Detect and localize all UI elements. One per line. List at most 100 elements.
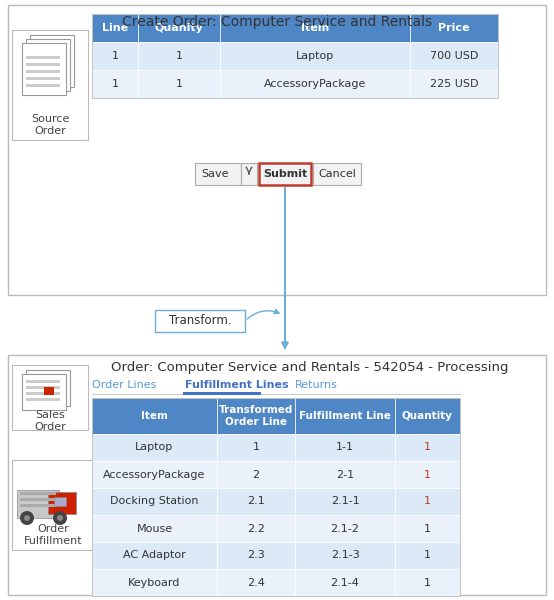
Text: 2.1-2: 2.1-2 — [331, 523, 360, 533]
Bar — [92, 434, 217, 461]
Bar — [26, 84, 60, 87]
Bar — [395, 542, 460, 569]
Text: Transformed
Order Line: Transformed Order Line — [219, 405, 293, 427]
Text: Keyboard: Keyboard — [129, 577, 181, 587]
Text: 2.1-3: 2.1-3 — [331, 551, 360, 560]
Text: 1-1: 1-1 — [336, 443, 354, 452]
Text: Order Lines: Order Lines — [92, 380, 156, 390]
Bar — [30, 376, 64, 379]
Bar — [92, 542, 217, 569]
Text: 1: 1 — [424, 443, 431, 452]
Text: Order
Fulfillment: Order Fulfillment — [24, 524, 83, 546]
Bar — [217, 542, 295, 569]
Bar — [26, 392, 60, 395]
Bar — [48, 492, 76, 514]
Bar — [17, 490, 59, 518]
Bar — [217, 488, 295, 515]
Bar — [34, 48, 68, 51]
Bar — [30, 52, 64, 55]
Text: Laptop: Laptop — [135, 443, 173, 452]
Bar — [92, 488, 217, 515]
Bar — [295, 515, 395, 542]
Text: 1: 1 — [176, 79, 182, 89]
Bar — [22, 43, 66, 95]
Circle shape — [20, 511, 34, 525]
Bar — [34, 76, 68, 79]
Bar — [92, 14, 498, 98]
Bar — [183, 392, 261, 395]
Bar — [30, 66, 64, 69]
Bar — [217, 569, 295, 596]
Bar — [395, 461, 460, 488]
Text: 2.1-1: 2.1-1 — [331, 497, 360, 506]
Text: AccessoryPackage: AccessoryPackage — [103, 469, 206, 479]
Bar — [155, 310, 245, 332]
Bar — [295, 488, 395, 515]
Bar — [395, 569, 460, 596]
Text: Submit: Submit — [263, 169, 307, 179]
Bar — [26, 39, 70, 91]
Text: Price: Price — [438, 23, 470, 33]
Bar — [92, 42, 138, 70]
Bar — [241, 163, 257, 185]
Bar — [26, 370, 70, 406]
Bar — [34, 69, 68, 72]
Text: Fulfillment Lines: Fulfillment Lines — [185, 380, 289, 390]
Bar — [395, 398, 460, 434]
Circle shape — [53, 511, 67, 525]
Bar — [34, 62, 68, 65]
Bar — [20, 504, 56, 507]
Text: Returns: Returns — [295, 380, 338, 390]
Bar — [395, 515, 460, 542]
Bar — [220, 70, 410, 98]
Bar — [12, 460, 94, 550]
Bar — [22, 374, 66, 410]
Bar — [138, 70, 220, 98]
Text: AccessoryPackage: AccessoryPackage — [264, 79, 366, 89]
Bar — [295, 542, 395, 569]
Text: Item: Item — [141, 411, 168, 421]
Text: Source
Order: Source Order — [31, 114, 69, 136]
Text: 2.1: 2.1 — [247, 497, 265, 506]
Text: 2: 2 — [253, 469, 260, 479]
Bar — [30, 394, 64, 397]
Text: Sales
Order: Sales Order — [34, 410, 66, 432]
Bar — [20, 498, 56, 501]
Text: Order: Computer Service and Rentals - 542054 - Processing: Order: Computer Service and Rentals - 54… — [111, 361, 509, 374]
Bar — [26, 386, 60, 389]
Text: Item: Item — [301, 23, 329, 33]
Text: 1: 1 — [424, 497, 431, 506]
Bar — [217, 434, 295, 461]
Bar — [395, 488, 460, 515]
Text: 2.3: 2.3 — [247, 551, 265, 560]
Bar — [92, 398, 217, 434]
Text: 1: 1 — [424, 469, 431, 479]
Bar — [12, 30, 88, 140]
Text: Quantity: Quantity — [402, 411, 453, 421]
Text: 2-1: 2-1 — [336, 469, 354, 479]
Bar — [30, 388, 64, 391]
Text: 225 USD: 225 USD — [430, 79, 478, 89]
Bar — [295, 398, 395, 434]
Bar — [26, 380, 60, 383]
Bar — [34, 55, 68, 58]
Bar — [410, 42, 498, 70]
Text: 700 USD: 700 USD — [430, 51, 478, 61]
Bar — [195, 163, 241, 185]
Bar — [217, 515, 295, 542]
Text: Cancel: Cancel — [318, 169, 356, 179]
Text: Docking Station: Docking Station — [110, 497, 199, 506]
Text: 1: 1 — [176, 51, 182, 61]
Bar — [295, 569, 395, 596]
Bar — [44, 387, 54, 395]
Bar — [138, 14, 220, 42]
Text: Mouse: Mouse — [136, 523, 172, 533]
Bar — [26, 63, 60, 66]
Circle shape — [57, 515, 63, 521]
Bar — [138, 42, 220, 70]
Bar — [217, 461, 295, 488]
Text: 1: 1 — [424, 523, 431, 533]
Bar — [395, 434, 460, 461]
Bar — [26, 77, 60, 80]
Text: Line: Line — [102, 23, 128, 33]
